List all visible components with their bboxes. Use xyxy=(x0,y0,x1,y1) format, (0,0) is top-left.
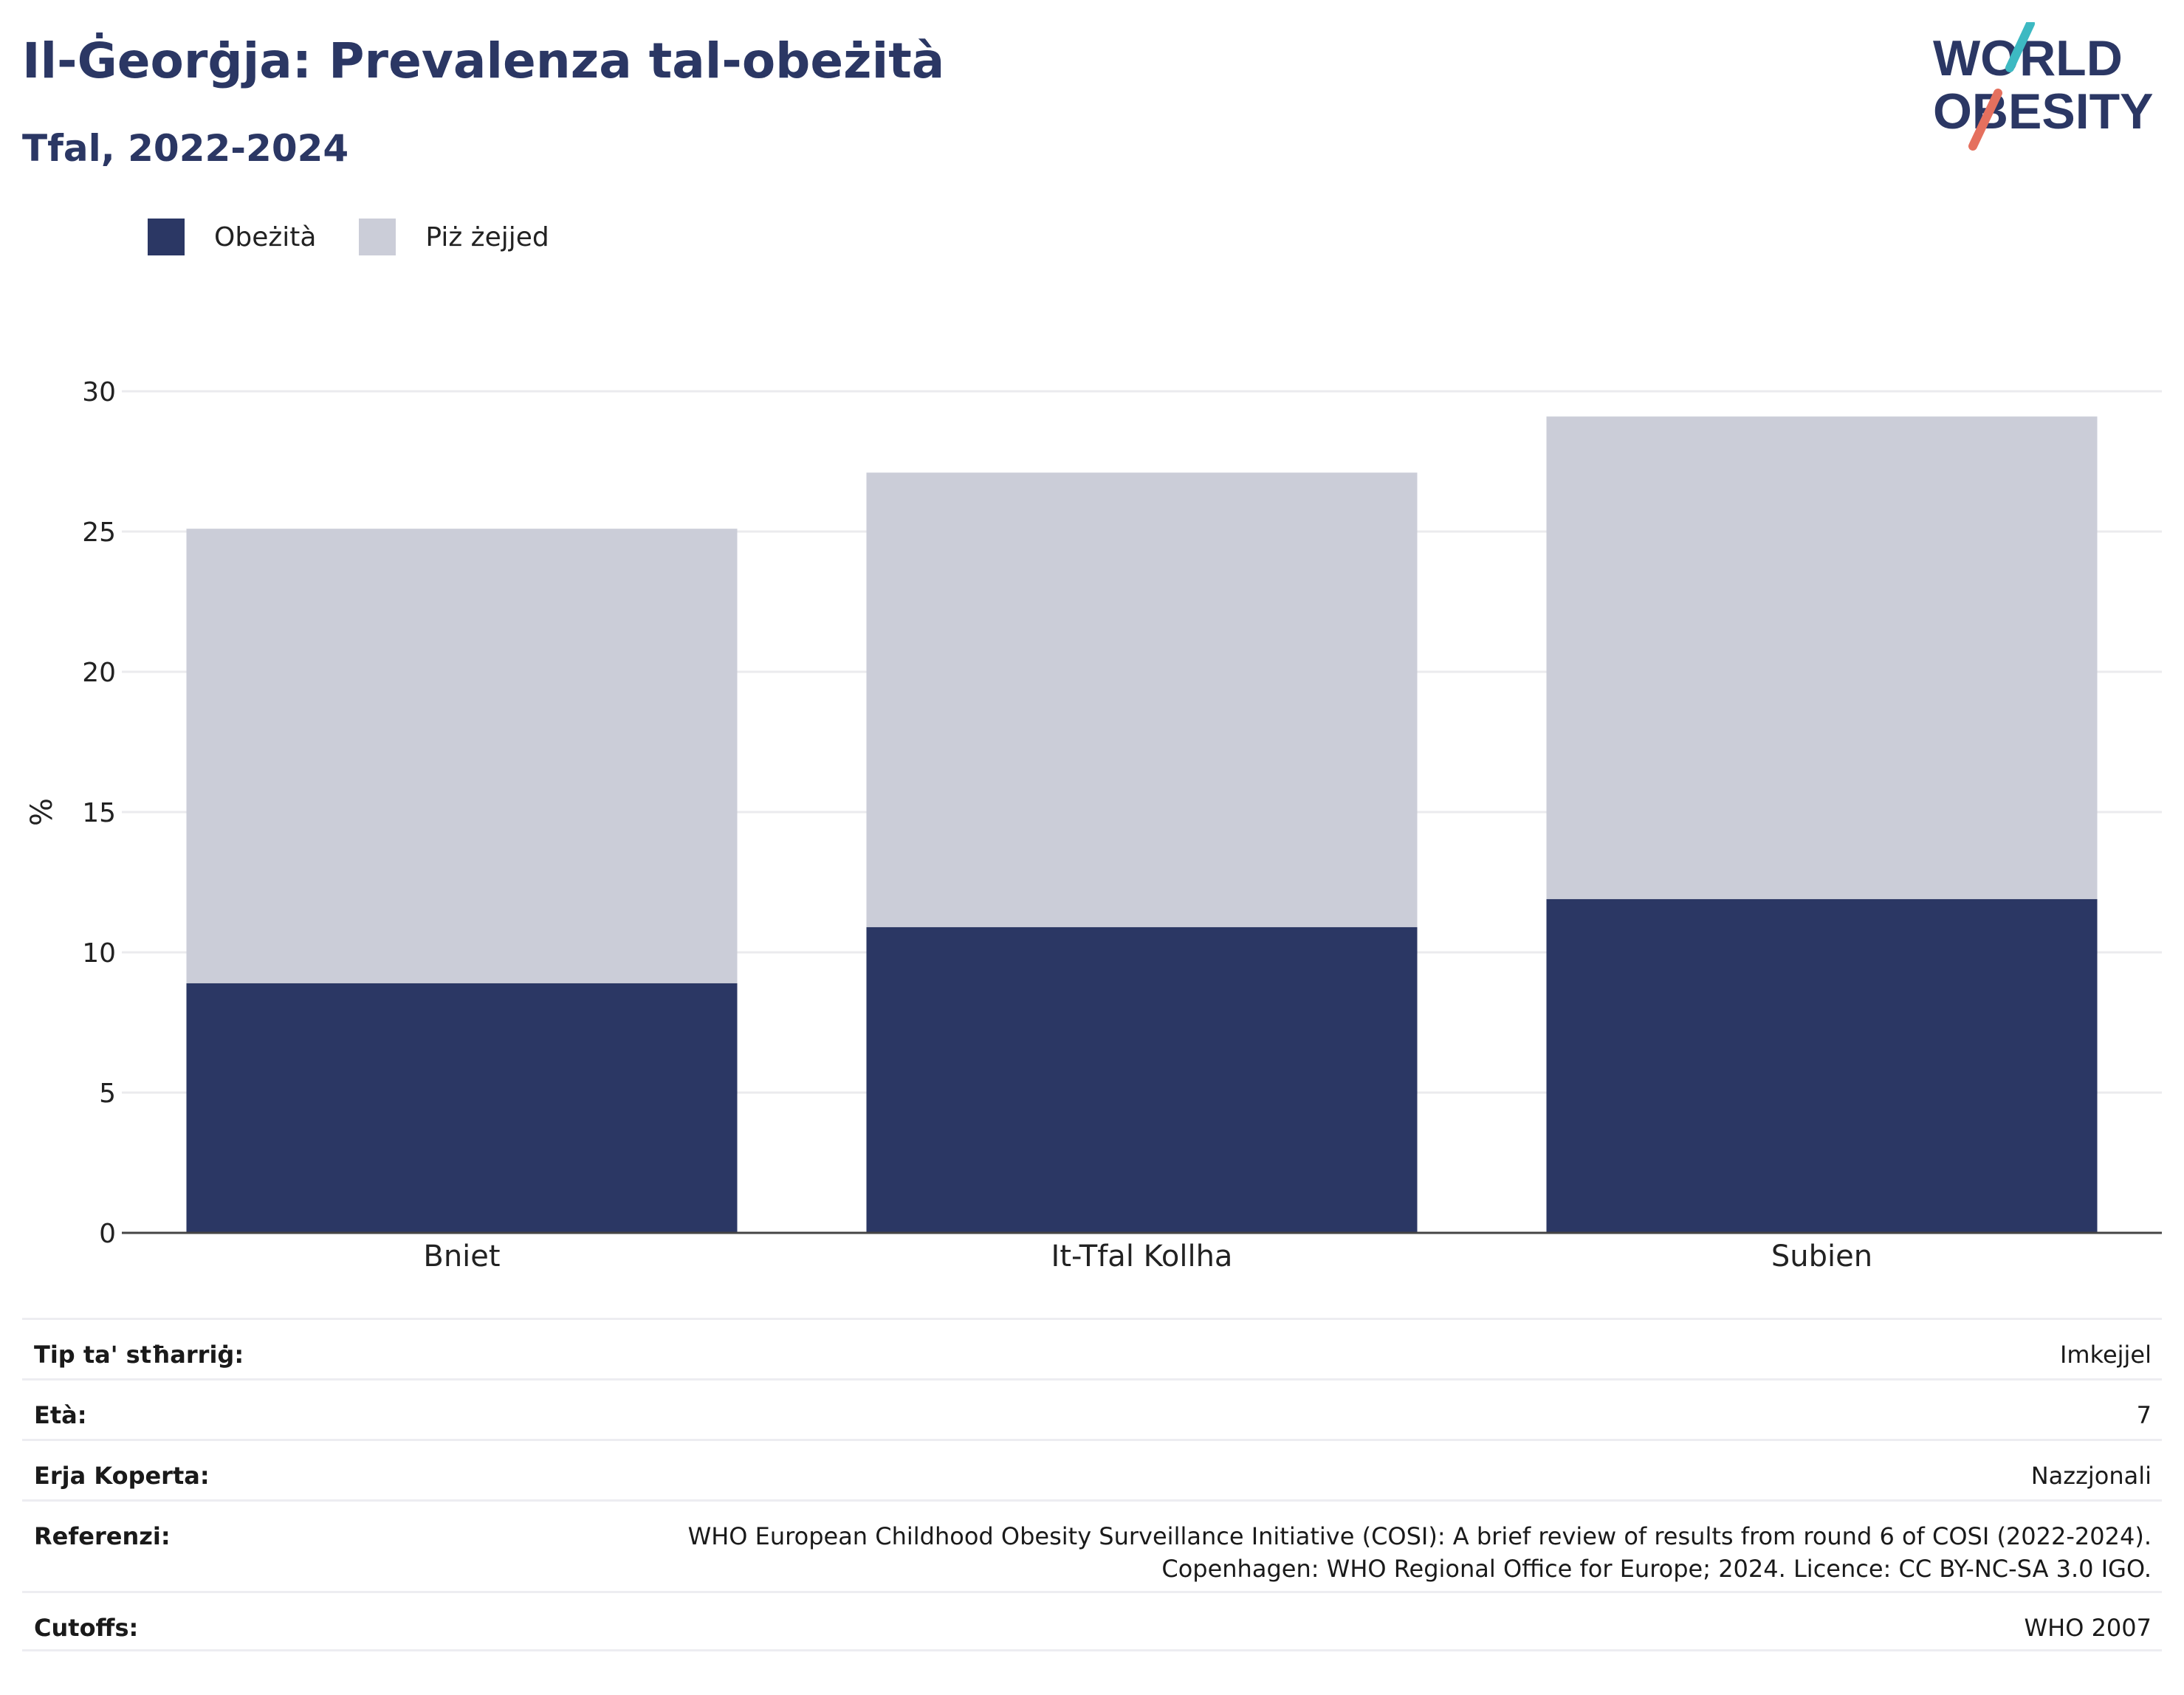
info-value: WHO European Childhood Obesity Surveilla… xyxy=(688,1522,2152,1583)
y-tick-label-15: 15 xyxy=(82,798,116,828)
info-value-line: Copenhagen: WHO Regional Office for Euro… xyxy=(1161,1555,2152,1583)
info-value-line: WHO 2007 xyxy=(2024,1614,2152,1642)
info-row: Cutoffs: WHO 2007 xyxy=(22,1591,2162,1651)
info-value: Imkejjel xyxy=(2060,1341,2152,1369)
x-tick-label-1: It-Tfal Kollha xyxy=(1051,1240,1233,1273)
info-value-line: Nazzjonali xyxy=(2030,1462,2152,1490)
y-tick-label-0: 0 xyxy=(99,1219,116,1249)
legend-swatch-overweight xyxy=(359,219,396,255)
x-tick-label-2: Subien xyxy=(1771,1240,1872,1273)
y-tick-label-20: 20 xyxy=(82,658,116,688)
info-value-line: WHO European Childhood Obesity Surveilla… xyxy=(687,1522,2152,1550)
legend-item-obesity[interactable]: Obeżità xyxy=(148,219,316,255)
info-value-line: 7 xyxy=(2136,1401,2152,1429)
bar-obesity-1 xyxy=(866,926,1418,1233)
bar-obesity-2 xyxy=(1546,898,2098,1233)
bar-overweight-2 xyxy=(1546,416,2098,899)
y-tick-label-10: 10 xyxy=(82,938,116,969)
x-tick-label-0: Bniet xyxy=(423,1240,500,1273)
info-label: Referenzi: xyxy=(34,1522,171,1550)
info-label: Età: xyxy=(34,1401,87,1429)
info-value: WHO 2007 xyxy=(2025,1614,2152,1642)
info-table: Tip ta' stħarriġ: Imkejjel Età: 7 Erja Koper… xyxy=(22,1318,2162,1651)
y-axis-label: % xyxy=(25,798,59,826)
y-tick-label-25: 25 xyxy=(82,518,116,548)
info-value-line: Imkejjel xyxy=(2059,1341,2152,1369)
chart-legend: Obeżità Piż żejjed xyxy=(148,219,592,255)
y-tick-label-30: 30 xyxy=(82,377,116,408)
logo-line2: OBESITY xyxy=(1933,83,2154,140)
legend-swatch-obesity xyxy=(148,219,185,255)
info-label: Erja Koperta: xyxy=(34,1462,210,1490)
legend-label-obesity: Obeżità xyxy=(214,221,317,252)
info-row: Età: 7 xyxy=(22,1378,2162,1439)
logo-slash-coral xyxy=(1968,89,2002,151)
info-value: 7 xyxy=(2137,1401,2152,1429)
info-label: Cutoffs: xyxy=(34,1614,139,1642)
bar-overweight-0 xyxy=(186,529,738,983)
chart-subtitle: Tfal, 2022-2024 xyxy=(22,127,349,170)
bar-obesity-0 xyxy=(186,983,738,1233)
legend-label-overweight: Piż żejjed xyxy=(425,221,549,252)
y-tick-label-5: 5 xyxy=(99,1079,116,1109)
info-row: Tip ta' stħarriġ: Imkejjel xyxy=(22,1318,2162,1378)
info-label: Tip ta' stħarriġ: xyxy=(34,1341,244,1369)
world-obesity-logo: WORLD OBESITY xyxy=(1933,22,2154,151)
legend-item-overweight[interactable]: Piż żejjed xyxy=(359,219,549,255)
info-row: Erja Koperta: Nazzjonali xyxy=(22,1439,2162,1499)
info-value: Nazzjonali xyxy=(2031,1462,2152,1490)
bar-overweight-1 xyxy=(866,472,1418,927)
logo-slash-teal xyxy=(2005,22,2035,72)
chart-title: Il-Ġeorġja: Prevalenza tal-obeżità xyxy=(22,32,945,89)
info-row: Referenzi: WHO European Childhood Obesity… xyxy=(22,1499,2162,1591)
stacked-bar-chart: 0 5 10 15 20 25 30% Bniet It-Tfal Kollha Subien xyxy=(25,377,2162,1273)
